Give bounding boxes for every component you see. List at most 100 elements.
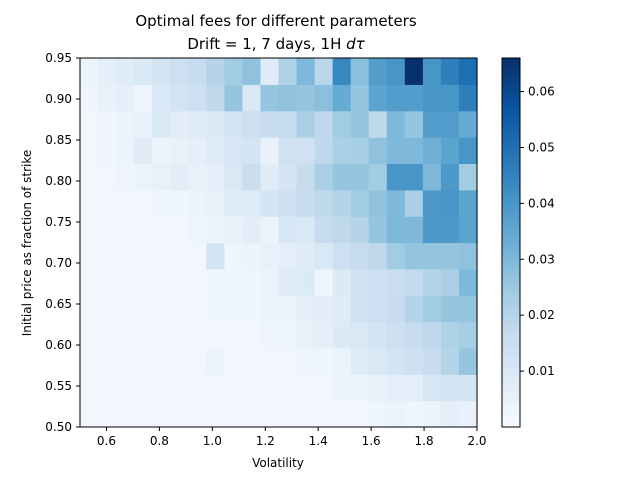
heatmap-cell — [422, 400, 442, 428]
heatmap-cell — [224, 347, 244, 375]
heatmap-cell — [170, 84, 189, 112]
heatmap-cell — [260, 374, 280, 402]
heatmap-cell — [152, 242, 171, 270]
heatmap-cell — [350, 84, 370, 112]
colorbar-tick-label: 0.03 — [528, 252, 555, 266]
heatmap-cell — [458, 84, 478, 112]
heatmap-cell — [188, 321, 207, 349]
heatmap-cell — [152, 163, 171, 191]
heatmap-cell — [134, 374, 153, 402]
heatmap-cell — [152, 321, 171, 349]
heatmap-cell — [314, 321, 334, 349]
heatmap-cell — [152, 400, 171, 428]
heatmap-cell — [404, 110, 424, 138]
heatmap-cell — [116, 216, 135, 244]
heatmap-cell — [350, 347, 370, 375]
heatmap-cell — [386, 189, 406, 217]
heatmap-cell — [224, 242, 244, 270]
heatmap-cell — [332, 110, 352, 138]
heatmap-cell — [242, 347, 262, 375]
heatmap-cell — [260, 110, 280, 138]
heatmap-cell — [224, 268, 244, 296]
heatmap-cell — [350, 295, 370, 323]
heatmap-cell — [152, 374, 171, 402]
heatmap-cell — [188, 400, 207, 428]
heatmap-cell — [170, 58, 189, 85]
heatmap-cell — [116, 137, 135, 165]
heatmap-cell — [386, 58, 406, 85]
heatmap-cell — [278, 163, 298, 191]
heatmap-cell — [242, 268, 262, 296]
heatmap-cell — [116, 58, 135, 85]
heatmap-cell — [440, 295, 460, 323]
heatmap-cell — [206, 295, 225, 323]
heatmap-cell — [422, 374, 442, 402]
heatmap-cell — [332, 268, 352, 296]
heatmap-cell — [260, 400, 280, 428]
heatmap-cell — [116, 295, 135, 323]
heatmap-cell — [422, 84, 442, 112]
x-tick-label: 1.2 — [256, 434, 275, 448]
heatmap-cell — [350, 189, 370, 217]
heatmap-cell — [116, 110, 135, 138]
heatmap-cell — [368, 163, 388, 191]
heatmap-cell — [422, 321, 442, 349]
heatmap-cell — [206, 374, 225, 402]
heatmap-cell — [260, 321, 280, 349]
heatmap-cell — [368, 295, 388, 323]
heatmap-cell — [224, 189, 244, 217]
heatmap-cell — [242, 58, 262, 85]
heatmap-cell — [134, 84, 153, 112]
heatmap-cell — [98, 242, 117, 270]
heatmap-cell — [458, 374, 478, 402]
heatmap-cell — [116, 268, 135, 296]
heatmap-cell — [260, 163, 280, 191]
heatmap-cell — [116, 242, 135, 270]
heatmap-cell — [80, 84, 99, 112]
heatmap-cell — [422, 110, 442, 138]
heatmap-cell — [116, 84, 135, 112]
heatmap-cell — [98, 216, 117, 244]
heatmap-cell — [296, 321, 316, 349]
chart-subtitle: Drift = 1, 7 days, 1H dτ — [187, 35, 365, 53]
heatmap-cell — [206, 163, 225, 191]
heatmap-cell — [368, 58, 388, 85]
heatmap-cell — [278, 242, 298, 270]
heatmap-cell — [80, 295, 99, 323]
heatmap-cell — [152, 295, 171, 323]
heatmap-cell — [134, 189, 153, 217]
heatmap-cell — [404, 216, 424, 244]
heatmap-cell — [296, 295, 316, 323]
heatmap-cell — [386, 110, 406, 138]
heatmap-cell — [134, 347, 153, 375]
heatmap-cell — [368, 137, 388, 165]
heatmap-cell — [386, 321, 406, 349]
heatmap-cell — [170, 110, 189, 138]
heatmap-cell — [206, 58, 225, 85]
heatmap-cell — [134, 295, 153, 323]
heatmap-cell — [80, 400, 99, 428]
heatmap-cell — [242, 189, 262, 217]
heatmap-cell — [296, 374, 316, 402]
heatmap-cell — [116, 400, 135, 428]
heatmap-cell — [278, 216, 298, 244]
heatmap-cell — [98, 374, 117, 402]
heatmap-cell — [332, 295, 352, 323]
heatmap-cell — [368, 216, 388, 244]
heatmap-cell — [98, 268, 117, 296]
heatmap-cell — [458, 137, 478, 165]
heatmap-cell — [386, 137, 406, 165]
heatmap-cell — [350, 321, 370, 349]
heatmap-cell — [188, 58, 207, 85]
heatmap-cell — [224, 400, 244, 428]
heatmap-cell — [98, 58, 117, 85]
heatmap-cell — [242, 242, 262, 270]
colorbar-ticks: 0.01 0.02 0.03 0.04 0.05 0.06 — [520, 85, 555, 378]
heatmap-cell — [440, 58, 460, 85]
heatmap-cell — [386, 268, 406, 296]
heatmap-cell — [80, 321, 99, 349]
heatmap-cell — [152, 268, 171, 296]
heatmap-cell — [332, 374, 352, 402]
heatmap-cell — [224, 295, 244, 323]
heatmap-cell — [134, 216, 153, 244]
